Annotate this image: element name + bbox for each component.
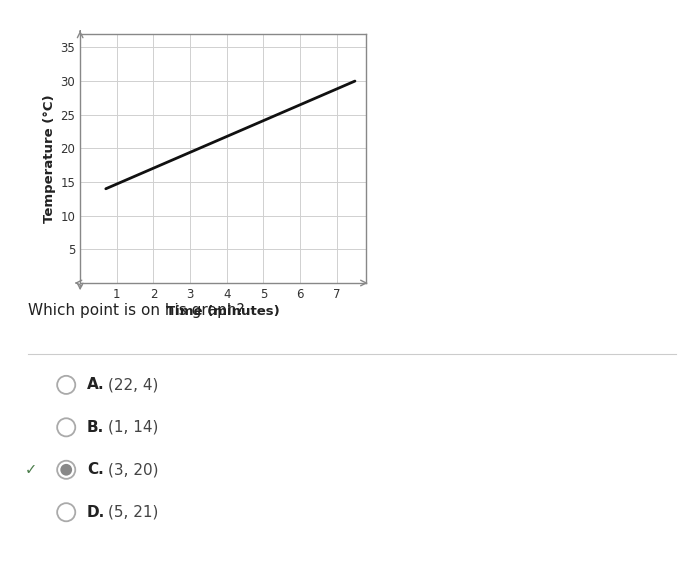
X-axis label: Time (minutes): Time (minutes): [166, 305, 280, 318]
Text: C.: C.: [87, 462, 104, 477]
Text: D.: D.: [87, 505, 105, 520]
Text: (22, 4): (22, 4): [108, 378, 158, 392]
Text: A.: A.: [87, 378, 105, 392]
Text: (1, 14): (1, 14): [108, 420, 158, 435]
Text: (5, 21): (5, 21): [108, 505, 158, 520]
Y-axis label: Temperature (°C): Temperature (°C): [43, 94, 56, 223]
Text: (3, 20): (3, 20): [108, 462, 158, 477]
Text: B.: B.: [87, 420, 105, 435]
Text: Which point is on his graph?: Which point is on his graph?: [28, 303, 245, 318]
Text: ✓: ✓: [25, 462, 38, 477]
